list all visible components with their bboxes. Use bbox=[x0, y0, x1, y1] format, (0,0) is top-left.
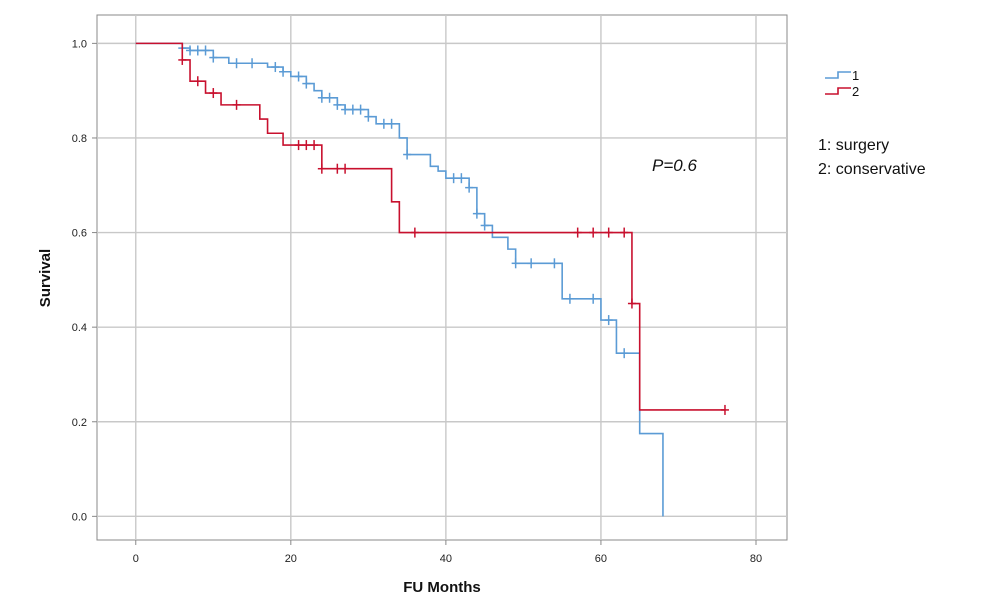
survival-curve-2 bbox=[135, 42, 725, 411]
x-tick-label: 80 bbox=[750, 553, 762, 565]
x-tick-label: 20 bbox=[285, 553, 297, 565]
x-tick-label: 0 bbox=[133, 553, 139, 565]
y-tick-label: 0.2 bbox=[72, 417, 87, 429]
p-value-annotation: P=0.6 bbox=[652, 156, 697, 175]
y-tick-label: 1.0 bbox=[72, 38, 87, 50]
x-tick-label: 60 bbox=[595, 553, 607, 565]
series-2 bbox=[135, 42, 729, 415]
legend-item-1: 1 bbox=[825, 68, 859, 83]
axes: 0 20 40 60 80 0.0 0.2 0.4 0.6 0.8 1.0 bbox=[72, 38, 762, 565]
legend-item-2: 2 bbox=[825, 84, 859, 99]
survival-curve-1 bbox=[135, 42, 664, 517]
series-layer bbox=[135, 42, 729, 517]
legend-swatch bbox=[825, 71, 851, 79]
y-tick-label: 0.4 bbox=[72, 322, 87, 334]
plot-frame bbox=[96, 14, 788, 541]
series-1 bbox=[135, 42, 664, 517]
x-tick-label: 40 bbox=[440, 553, 452, 565]
legend-label: 1 bbox=[852, 68, 859, 83]
legend: 12 bbox=[825, 68, 859, 99]
legend-note-surgery: 1: surgery bbox=[818, 137, 890, 154]
legend-note-conservative: 2: conservative bbox=[818, 161, 926, 178]
x-axis-title: FU Months bbox=[403, 579, 480, 596]
y-axis-title: Survival bbox=[37, 249, 54, 307]
y-tick-label: 0.6 bbox=[72, 228, 87, 240]
grid-lines bbox=[97, 15, 787, 540]
y-tick-label: 0.0 bbox=[72, 511, 87, 523]
y-tick-label: 0.8 bbox=[72, 133, 87, 145]
legend-swatch bbox=[825, 87, 851, 95]
legend-label: 2 bbox=[852, 84, 859, 99]
